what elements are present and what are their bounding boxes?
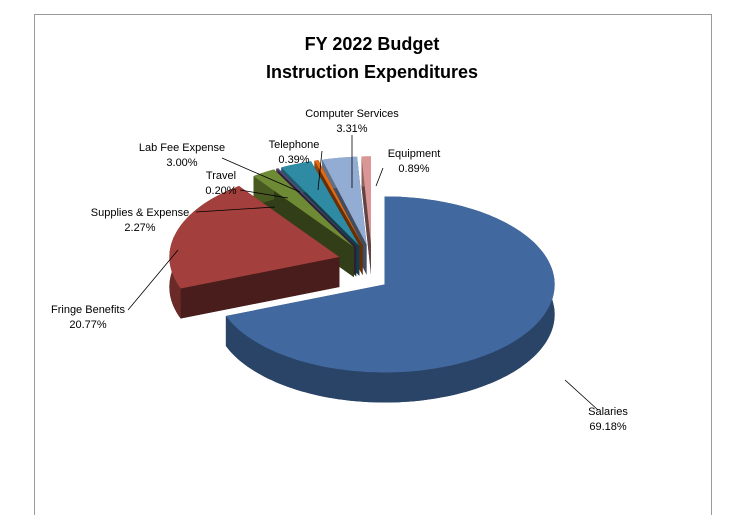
slice-label: Equipment <box>388 148 441 160</box>
slice-value-label: 0.89% <box>398 163 429 175</box>
slice <box>322 156 367 245</box>
slice-value-label: 0.20% <box>205 185 236 197</box>
slice <box>361 156 371 245</box>
chart-title: FY 2022 Budget <box>305 34 440 54</box>
slice-value-label: 3.31% <box>336 123 367 135</box>
leader-line <box>564 379 599 411</box>
leader-line <box>375 167 384 187</box>
slice-cut-face <box>180 257 340 319</box>
slice <box>169 186 340 319</box>
slice-label: Supplies & Expense <box>91 207 189 219</box>
slice-value-label: 20.77% <box>69 319 107 331</box>
leader-line <box>221 157 301 193</box>
slice-label: Telephone <box>269 139 320 151</box>
slice <box>314 160 363 246</box>
slice <box>169 186 340 289</box>
slice <box>225 196 555 403</box>
slice-value-label: 69.18% <box>589 421 627 433</box>
slice <box>281 161 360 246</box>
slice-value-label: 0.39% <box>278 154 309 166</box>
slice-value-label: 2.27% <box>124 222 155 234</box>
slice <box>253 169 354 248</box>
slice-label: Travel <box>206 170 236 182</box>
slice-label: Salaries <box>588 406 628 418</box>
slice <box>276 168 357 247</box>
chart-subtitle: Instruction Expenditures <box>266 62 478 82</box>
leader-line <box>239 189 289 199</box>
slice-label: Fringe Benefits <box>51 304 125 316</box>
leader-line <box>127 249 179 311</box>
slice <box>361 156 371 275</box>
slice <box>225 196 555 373</box>
chart-frame <box>34 14 712 515</box>
slice-value-label: 3.00% <box>166 157 197 169</box>
slice-label: Lab Fee Expense <box>139 142 225 154</box>
leader-line <box>317 150 323 191</box>
leader-line <box>195 206 276 213</box>
slice-label: Computer Services <box>305 108 399 120</box>
